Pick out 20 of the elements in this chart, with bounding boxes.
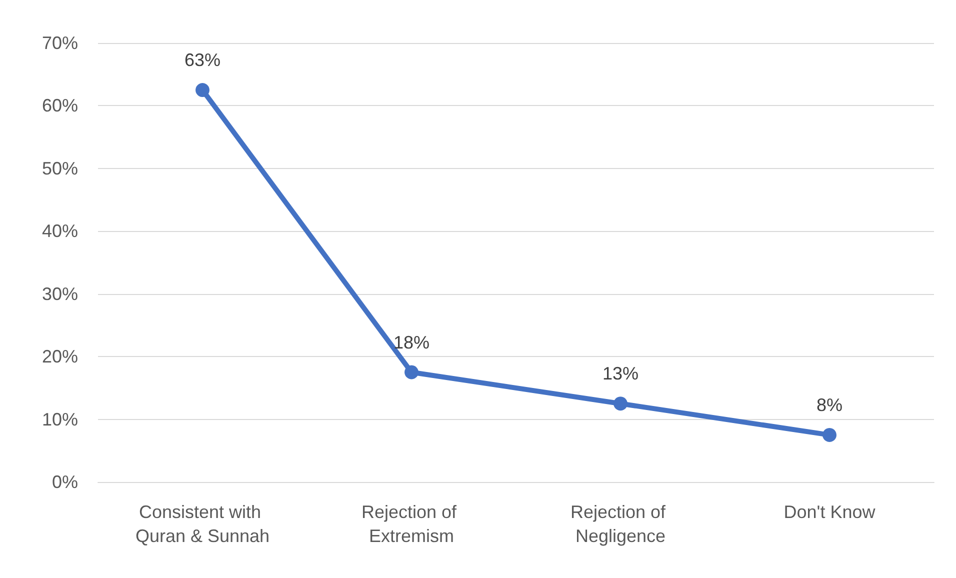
- data-label: 63%: [184, 50, 221, 70]
- point: [614, 396, 628, 411]
- y-tick-label: 0%: [52, 472, 78, 492]
- y-tick-label: 30%: [42, 284, 78, 304]
- x-tick-label: Consistent with Quran & Sunnah: [135, 502, 270, 546]
- y-tick-label: 50%: [42, 158, 78, 178]
- y-tick-label: 70%: [42, 33, 78, 53]
- data-label: 8%: [816, 394, 843, 415]
- point: [822, 428, 836, 442]
- y-tick-label: 10%: [42, 409, 78, 430]
- point: [404, 365, 418, 380]
- data-label: 18%: [393, 332, 430, 352]
- data-label: 13%: [602, 364, 639, 384]
- y-tick-label: 40%: [42, 221, 78, 242]
- y-tick-label: 60%: [42, 96, 78, 116]
- y-tick-label: 20%: [42, 346, 78, 367]
- x-tick-label: Don't Know: [784, 502, 876, 522]
- x-tick-label: Rejection of Negligence: [570, 502, 671, 546]
- x-tick-label: Rejection of Extremism: [361, 502, 462, 546]
- point: [196, 83, 210, 98]
